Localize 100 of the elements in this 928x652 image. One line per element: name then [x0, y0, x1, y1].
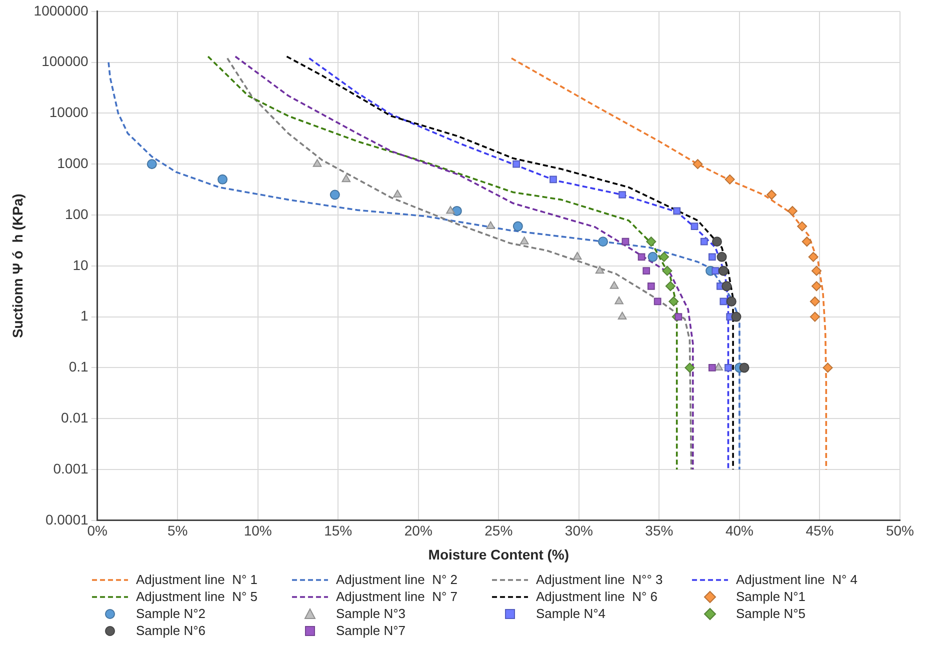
legend-label: Sample N°5	[736, 606, 806, 621]
x-tick-label: 40%	[725, 522, 754, 539]
point	[614, 296, 624, 304]
y-tick-label: 100	[64, 206, 89, 222]
point	[618, 312, 627, 320]
x-tick-label: 10%	[244, 522, 272, 539]
point	[712, 236, 722, 247]
x-tick-label: 35%	[645, 522, 674, 539]
point	[674, 313, 682, 320]
point	[739, 362, 750, 373]
y-tick-label: 100000	[42, 53, 89, 70]
point	[662, 266, 672, 276]
legend-label: Adjustment line N° 7	[336, 589, 458, 604]
legend-label: Adjustment line N° 2	[336, 572, 458, 587]
point	[724, 174, 735, 184]
y-axis-title: Suctionn Ψ ó h (KPa)	[9, 194, 26, 338]
point	[766, 190, 777, 200]
x-tick-label: 30%	[564, 522, 593, 539]
point	[572, 252, 582, 260]
point	[810, 312, 820, 322]
point	[718, 266, 728, 276]
point	[716, 252, 727, 262]
point	[446, 206, 455, 214]
point	[342, 174, 351, 182]
legend-label: Sample N°6	[136, 623, 206, 638]
x-tick-label: 25%	[484, 522, 513, 539]
point	[810, 296, 820, 306]
point	[797, 221, 808, 232]
x-tick-label: 5%	[167, 522, 188, 539]
x-tick-label: 20%	[404, 522, 432, 539]
legend-label: Sample N°4	[536, 606, 606, 621]
point	[648, 252, 658, 262]
y-tick-label: 0.01	[61, 409, 89, 426]
y-tick-label: 0.0001	[45, 511, 89, 528]
point	[618, 191, 626, 198]
point	[218, 174, 228, 184]
point	[787, 206, 798, 216]
point	[726, 296, 736, 306]
point	[550, 176, 557, 184]
y-tick-label: 0.001	[53, 460, 89, 476]
point	[646, 236, 656, 247]
point	[731, 312, 742, 322]
point	[802, 236, 812, 247]
y-tick-label: 10000	[49, 104, 89, 120]
legend-label: Sample N°7	[336, 623, 406, 638]
point	[812, 266, 822, 276]
point	[654, 298, 662, 306]
point	[720, 298, 728, 306]
legend-label: Sample N°1	[736, 589, 806, 604]
legend-label: Adjustment line N° 4	[736, 572, 858, 587]
point	[512, 160, 520, 168]
point	[665, 281, 676, 292]
point	[700, 238, 708, 246]
y-tick-label: 1	[80, 308, 89, 324]
point	[808, 252, 818, 262]
point	[520, 236, 529, 244]
legend-label: Sample N°3	[336, 606, 406, 621]
point	[673, 207, 681, 215]
point	[708, 253, 716, 261]
point	[512, 221, 523, 232]
point	[708, 364, 716, 372]
point	[312, 159, 322, 167]
point	[684, 362, 695, 373]
x-axis-title: Moisture Content (%)	[428, 546, 570, 562]
line-series	[108, 61, 740, 470]
point	[642, 267, 650, 275]
y-tick-label: 1000000	[34, 2, 89, 18]
point	[659, 252, 670, 262]
point	[668, 296, 679, 306]
point	[598, 236, 608, 247]
point	[712, 267, 720, 275]
point	[486, 221, 496, 230]
y-tick-label: 10	[72, 256, 89, 273]
point	[638, 253, 646, 261]
x-tick-label: 50%	[886, 522, 914, 539]
point	[622, 238, 630, 246]
point	[452, 206, 462, 216]
point	[595, 266, 604, 274]
point	[330, 190, 340, 200]
legend-label: Adjustment line N°° 3	[536, 572, 663, 587]
point	[146, 159, 157, 170]
y-tick-label: 1000	[57, 154, 89, 171]
point	[812, 281, 822, 292]
x-tick-label: 45%	[806, 522, 834, 539]
point	[692, 159, 703, 170]
y-tick-label: 0.1	[68, 358, 89, 375]
x-tick-label: 0%	[87, 522, 108, 539]
legend-label: Adjustment line N° 1	[136, 572, 258, 587]
point	[822, 362, 833, 373]
legend-label: Sample N°2	[136, 606, 206, 621]
point	[724, 364, 732, 372]
point	[647, 282, 655, 290]
point	[690, 222, 698, 230]
point	[610, 281, 619, 289]
legend-label: Adjustment line N° 5	[136, 589, 258, 604]
line-series	[510, 57, 828, 470]
point	[393, 190, 402, 198]
x-tick-label: 15%	[324, 522, 352, 539]
point	[722, 281, 732, 292]
legend-label: Adjustment line N° 6	[536, 589, 658, 604]
